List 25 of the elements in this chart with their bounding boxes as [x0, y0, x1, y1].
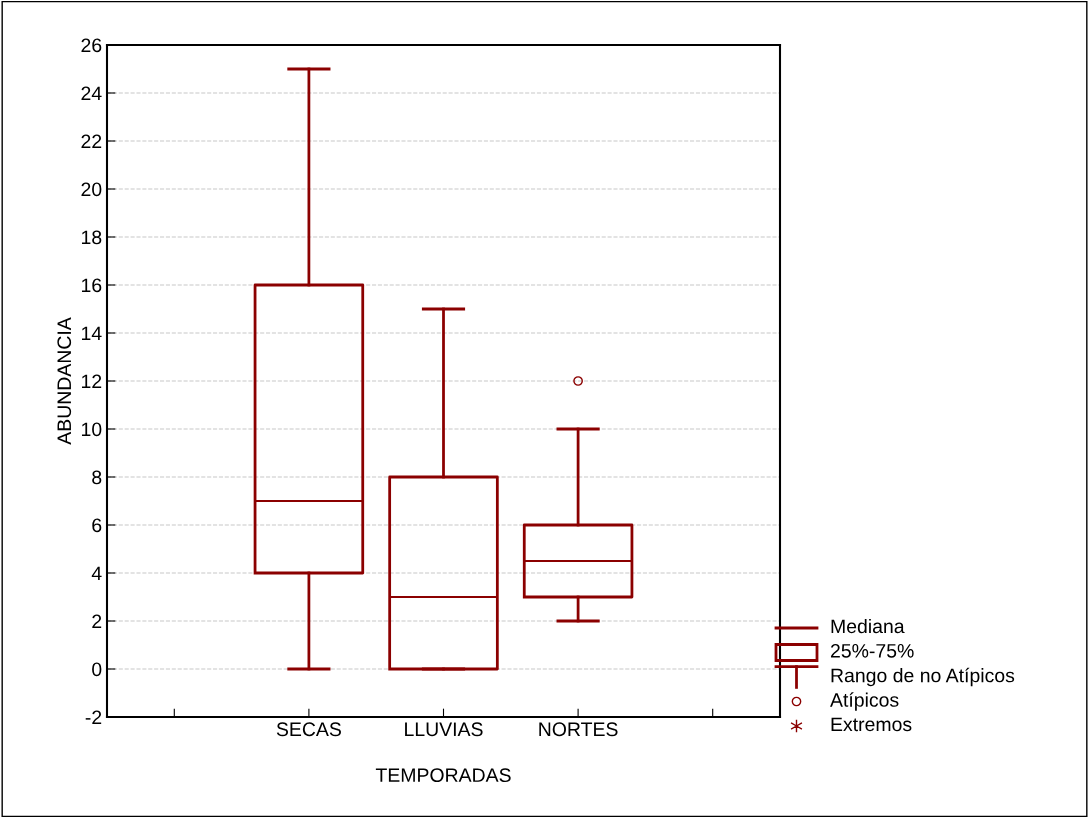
y-tick-label: 22: [81, 134, 102, 149]
y-tick-label: 4: [91, 566, 102, 581]
y-tick-label: 20: [81, 182, 102, 197]
text: Mediana: [831, 618, 905, 634]
text: Atípicos: [830, 692, 899, 711]
y-tick-label: 18: [82, 230, 102, 245]
y-axis-title: ABUNDANCIA: [57, 317, 72, 445]
y-tick-label: 16: [82, 278, 102, 293]
y-tick-label: 26: [81, 38, 102, 53]
text: 25%-75%: [830, 643, 914, 658]
y-tick-label: 8: [92, 470, 102, 485]
y-tick-label: 6: [92, 518, 102, 533]
y-tick-label: 0: [92, 662, 102, 677]
y-tick-label: 14: [82, 326, 102, 341]
y-tick-label: -2: [85, 710, 102, 725]
y-tick-label: 2: [92, 614, 102, 629]
x-tick-label: SECAS: [276, 722, 341, 737]
x-tick-label: LLUVIAS: [405, 722, 483, 737]
x-tick-label: NORTES: [539, 722, 618, 737]
y-tick-label: 10: [82, 422, 102, 437]
y-tick-label: 24: [81, 86, 102, 101]
x-axis-title: TEMPORADAS: [375, 768, 511, 783]
text: Extremos: [831, 717, 912, 732]
text: Rango de no Atípicos: [831, 667, 1015, 687]
y-tick-label: 12: [82, 374, 102, 389]
